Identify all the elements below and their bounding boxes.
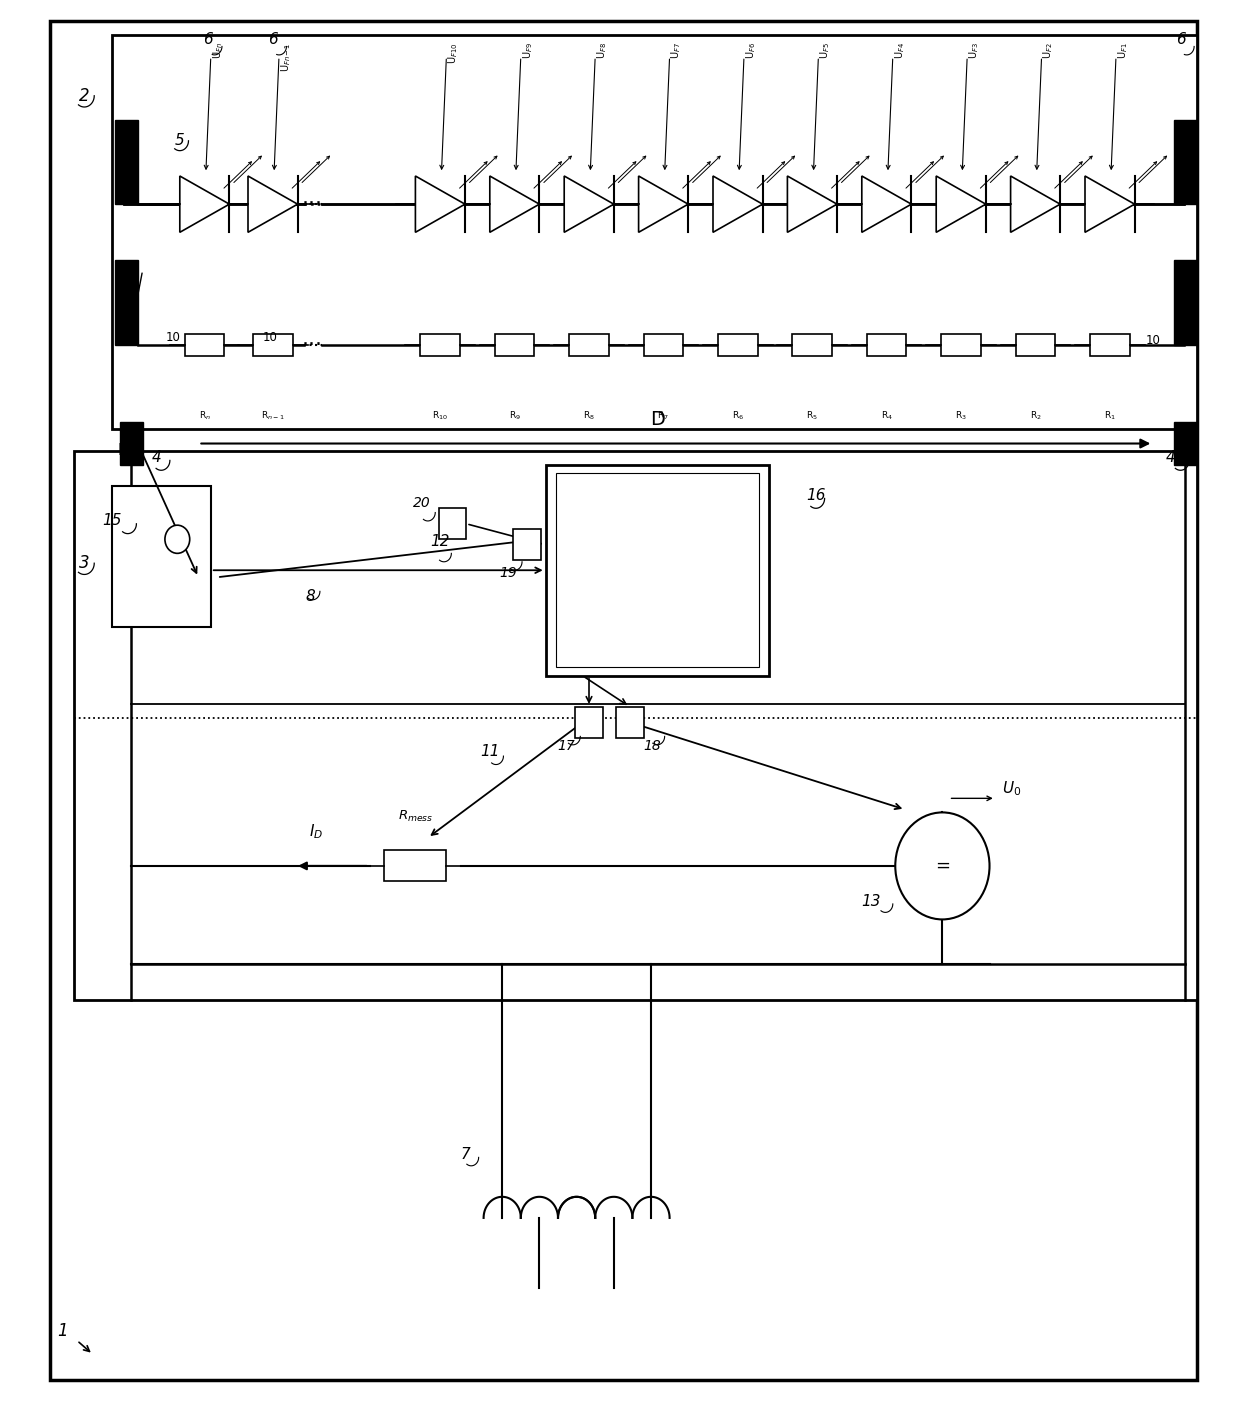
- Bar: [556, 473, 759, 667]
- Polygon shape: [713, 176, 763, 232]
- Text: R$_{10}$: R$_{10}$: [433, 410, 448, 422]
- Text: U$_{F2}$: U$_{F2}$: [1042, 42, 1055, 59]
- Text: 15: 15: [102, 514, 122, 528]
- Bar: [185, 334, 224, 356]
- Bar: [420, 334, 460, 356]
- Text: 9: 9: [124, 263, 134, 277]
- Bar: [115, 260, 138, 345]
- Bar: [644, 334, 683, 356]
- Bar: [1090, 334, 1130, 356]
- Bar: [575, 707, 603, 738]
- Bar: [120, 422, 143, 465]
- Bar: [546, 465, 769, 676]
- Text: 7: 7: [460, 1148, 470, 1162]
- Polygon shape: [1011, 176, 1060, 232]
- Bar: [1174, 260, 1197, 345]
- Bar: [112, 486, 211, 627]
- Bar: [384, 850, 446, 881]
- Bar: [718, 334, 758, 356]
- Polygon shape: [415, 176, 465, 232]
- Bar: [792, 334, 832, 356]
- Text: U$_{F10}$: U$_{F10}$: [446, 42, 460, 63]
- Polygon shape: [936, 176, 986, 232]
- Text: 12: 12: [430, 534, 450, 549]
- Text: 10: 10: [1146, 334, 1161, 348]
- Text: 2: 2: [79, 87, 89, 104]
- Text: U$_{F7}$: U$_{F7}$: [670, 42, 683, 59]
- Text: $I_D$: $I_D$: [309, 822, 324, 841]
- Text: 10: 10: [166, 331, 181, 345]
- Text: R$_1$: R$_1$: [1104, 410, 1116, 422]
- Text: U$_{F5}$: U$_{F5}$: [818, 42, 832, 59]
- Text: 3: 3: [79, 555, 89, 572]
- Bar: [1016, 334, 1055, 356]
- Bar: [1174, 422, 1197, 465]
- Circle shape: [895, 812, 990, 919]
- Polygon shape: [180, 176, 229, 232]
- Bar: [253, 334, 293, 356]
- Text: R$_{n-1}$: R$_{n-1}$: [260, 410, 285, 422]
- Bar: [112, 35, 1197, 429]
- Text: 19: 19: [500, 566, 517, 580]
- Text: =: =: [935, 857, 950, 874]
- Text: 5: 5: [175, 134, 185, 148]
- Text: 6: 6: [203, 32, 213, 46]
- Text: U$_{F6}$: U$_{F6}$: [744, 42, 758, 59]
- Text: R$_6$: R$_6$: [732, 410, 744, 422]
- Text: 13: 13: [861, 894, 880, 908]
- Text: 16: 16: [806, 489, 826, 503]
- Text: R$_5$: R$_5$: [806, 410, 818, 422]
- Text: R$_8$: R$_8$: [583, 410, 595, 422]
- Polygon shape: [490, 176, 539, 232]
- Text: R$_3$: R$_3$: [955, 410, 967, 422]
- Text: U$_{F8}$: U$_{F8}$: [595, 42, 609, 59]
- Bar: [115, 120, 138, 204]
- Text: R$_4$: R$_4$: [880, 410, 893, 422]
- Text: 20: 20: [413, 496, 430, 510]
- Circle shape: [165, 525, 190, 553]
- Text: U$_{F1}$: U$_{F1}$: [1116, 42, 1130, 59]
- Polygon shape: [862, 176, 911, 232]
- Bar: [513, 529, 541, 560]
- Text: 6: 6: [268, 32, 278, 46]
- Bar: [569, 334, 609, 356]
- Bar: [941, 334, 981, 356]
- Text: 18: 18: [644, 739, 661, 753]
- Text: I: I: [117, 444, 122, 458]
- Text: R$_9$: R$_9$: [508, 410, 521, 422]
- Text: 4: 4: [1166, 451, 1176, 465]
- Text: R$_2$: R$_2$: [1029, 410, 1042, 422]
- Text: U$_{F9}$: U$_{F9}$: [521, 42, 534, 59]
- Text: R$_7$: R$_7$: [657, 410, 670, 422]
- Bar: [616, 707, 644, 738]
- Text: U$_{F3}$: U$_{F3}$: [967, 42, 981, 59]
- Polygon shape: [1085, 176, 1135, 232]
- Text: 17: 17: [558, 739, 575, 753]
- Bar: [867, 334, 906, 356]
- Text: ···: ···: [303, 335, 322, 355]
- Text: U$_{F4}$: U$_{F4}$: [893, 42, 906, 59]
- Polygon shape: [639, 176, 688, 232]
- Polygon shape: [787, 176, 837, 232]
- Text: D: D: [650, 411, 665, 429]
- Text: 11: 11: [480, 745, 500, 759]
- Text: $U_0$: $U_0$: [1002, 780, 1022, 798]
- Text: 1: 1: [57, 1322, 67, 1339]
- Text: $R_{mess}$: $R_{mess}$: [398, 808, 433, 824]
- Text: U$_{Fn}$: U$_{Fn}$: [211, 42, 224, 59]
- Bar: [74, 451, 1197, 1000]
- Text: 8: 8: [305, 589, 315, 604]
- Text: U$_{Fn-1}$: U$_{Fn-1}$: [279, 42, 293, 72]
- Text: R$_n$: R$_n$: [198, 410, 211, 422]
- Text: 10: 10: [263, 331, 278, 345]
- Bar: [495, 334, 534, 356]
- Text: 6: 6: [1176, 32, 1185, 46]
- Text: 4: 4: [151, 451, 161, 465]
- Text: ···: ···: [303, 194, 322, 214]
- Polygon shape: [248, 176, 298, 232]
- Polygon shape: [564, 176, 614, 232]
- Bar: [1174, 120, 1197, 204]
- Bar: [439, 508, 466, 539]
